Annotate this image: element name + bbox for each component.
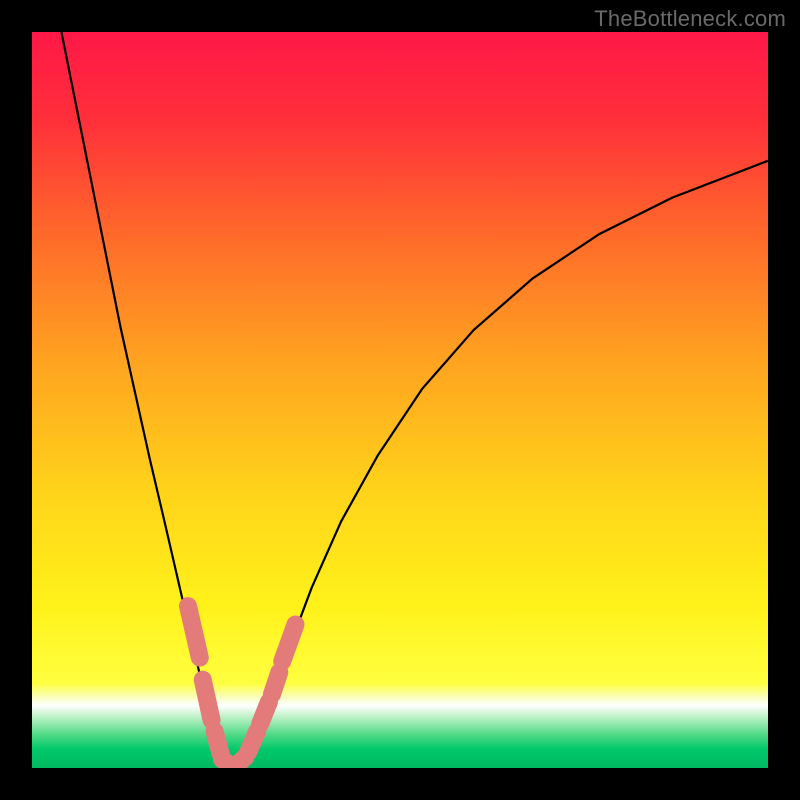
marker-capsule xyxy=(272,672,279,694)
gradient-background xyxy=(32,32,768,768)
marker-capsule xyxy=(215,731,221,753)
marker-capsule xyxy=(248,731,257,752)
watermark-text: TheBottleneck.com xyxy=(594,6,786,32)
marker-capsule xyxy=(203,680,212,720)
chart-svg xyxy=(32,32,768,768)
marker-capsule xyxy=(188,606,200,658)
marker-capsule xyxy=(282,624,295,661)
marker-capsule xyxy=(260,702,269,724)
plot-area xyxy=(32,32,768,768)
